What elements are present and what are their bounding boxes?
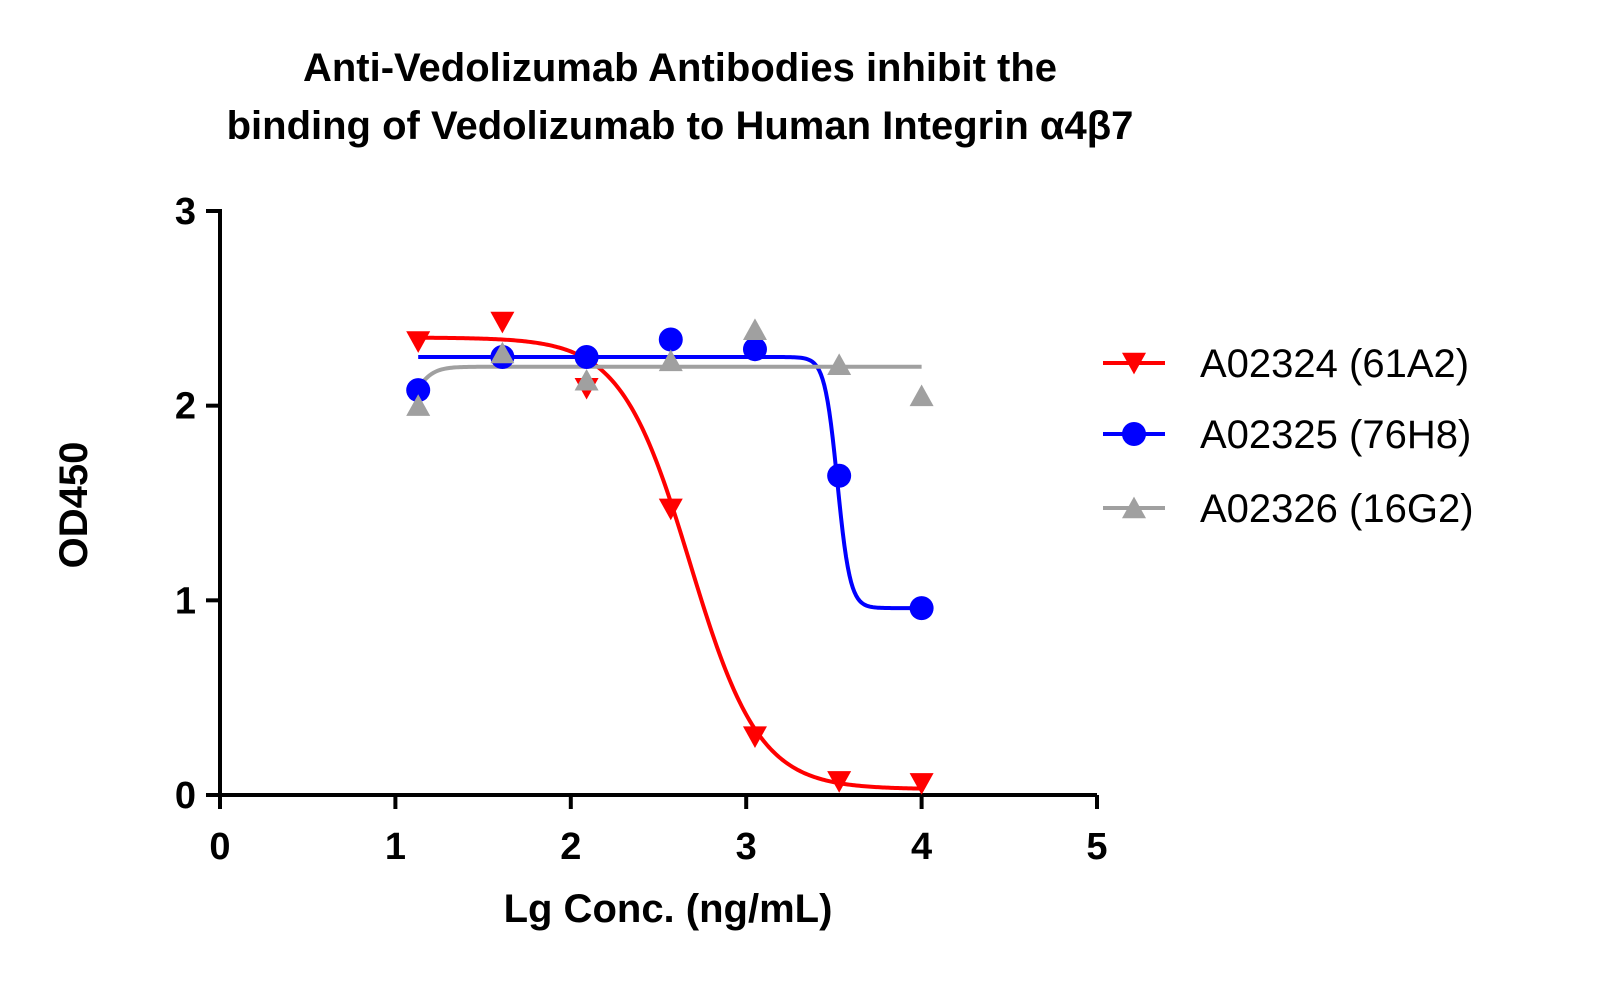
chart-title-line-2: binding of Vedolizumab to Human Integrin…	[226, 104, 1134, 148]
x-tick-label: 0	[209, 826, 230, 868]
data-point-series-1	[658, 498, 683, 521]
data-point-series-1	[827, 771, 852, 793]
legend-label-series-3: A02326 (16G2)	[1200, 487, 1474, 531]
data-point-series-2	[909, 596, 934, 621]
y-tick-label: 2	[175, 386, 196, 428]
y-axis-label: OD450	[52, 442, 96, 569]
data-point-series-3	[406, 394, 431, 416]
data-point-series-2	[742, 337, 767, 362]
data-point-series-1	[909, 773, 934, 795]
x-tick-label: 5	[1086, 826, 1107, 868]
data-point-series-2	[827, 463, 852, 488]
x-tick-label: 2	[560, 826, 581, 868]
data-point-series-2	[574, 345, 599, 369]
legend-label-series-2: A02325 (76H8)	[1200, 413, 1471, 457]
y-tick-label: 0	[175, 775, 196, 817]
legend: A02324 (61A2) A02325 (76H8) A02326 (16G2)	[1103, 342, 1474, 531]
fit-curves	[416, 335, 922, 791]
data-point-series-3	[909, 384, 934, 407]
legend-label-series-1: A02324 (61A2)	[1200, 342, 1469, 386]
data-points	[406, 311, 934, 795]
x-tick-label: 4	[911, 826, 932, 868]
x-axis-label: Lg Conc. (ng/mL)	[504, 887, 833, 931]
data-point-series-1	[406, 331, 431, 353]
y-tick-label: 3	[175, 191, 196, 233]
y-tick-label: 1	[175, 580, 196, 622]
axes: 0 1 2 3 4 5 0 1 2 3	[175, 191, 1108, 868]
x-tick-label: 1	[385, 826, 406, 868]
data-point-series-3	[827, 353, 852, 375]
data-point-series-2	[658, 327, 683, 352]
data-point-series-3	[574, 368, 599, 391]
legend-marker-series-1	[1122, 352, 1146, 375]
data-point-series-1	[742, 726, 767, 748]
data-point-series-3	[658, 349, 683, 372]
data-point-series-3	[742, 318, 767, 340]
legend-marker-series-2	[1122, 422, 1146, 446]
data-point-series-1	[490, 311, 515, 334]
legend-marker-series-3	[1122, 496, 1146, 519]
chart-title-line-1: Anti-Vedolizumab Antibodies inhibit the	[302, 46, 1058, 90]
data-point-series-3	[490, 341, 515, 364]
data-point-series-2	[406, 378, 431, 403]
x-tick-label: 3	[736, 826, 757, 868]
